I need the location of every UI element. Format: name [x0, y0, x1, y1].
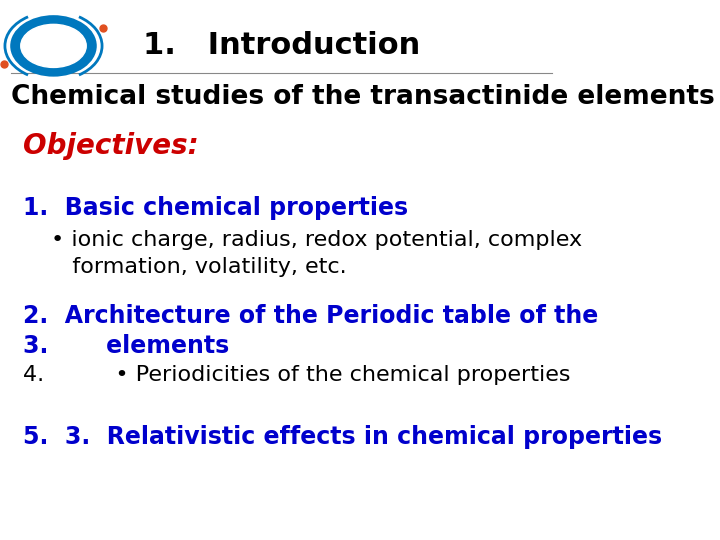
Text: 5.  3.  Relativistic effects in chemical properties: 5. 3. Relativistic effects in chemical p… [22, 426, 662, 449]
Text: Chemical studies of the transactinide elements: Chemical studies of the transactinide el… [12, 84, 715, 110]
Text: formation, volatility, etc.: formation, volatility, etc. [50, 257, 346, 278]
Text: 1.   Introduction: 1. Introduction [143, 31, 420, 60]
Text: 2.  Architecture of the Periodic table of the: 2. Architecture of the Periodic table of… [22, 304, 598, 328]
Text: • ionic charge, radius, redox potential, complex: • ionic charge, radius, redox potential,… [50, 230, 582, 251]
Text: 1.  Basic chemical properties: 1. Basic chemical properties [22, 196, 408, 220]
Text: Objectives:: Objectives: [22, 132, 198, 160]
Text: 4.          • Periodicities of the chemical properties: 4. • Periodicities of the chemical prope… [22, 365, 570, 386]
Text: 3.       elements: 3. elements [22, 334, 229, 357]
Ellipse shape [12, 16, 96, 76]
Ellipse shape [21, 24, 86, 68]
Text: JAEA: JAEA [32, 37, 75, 55]
